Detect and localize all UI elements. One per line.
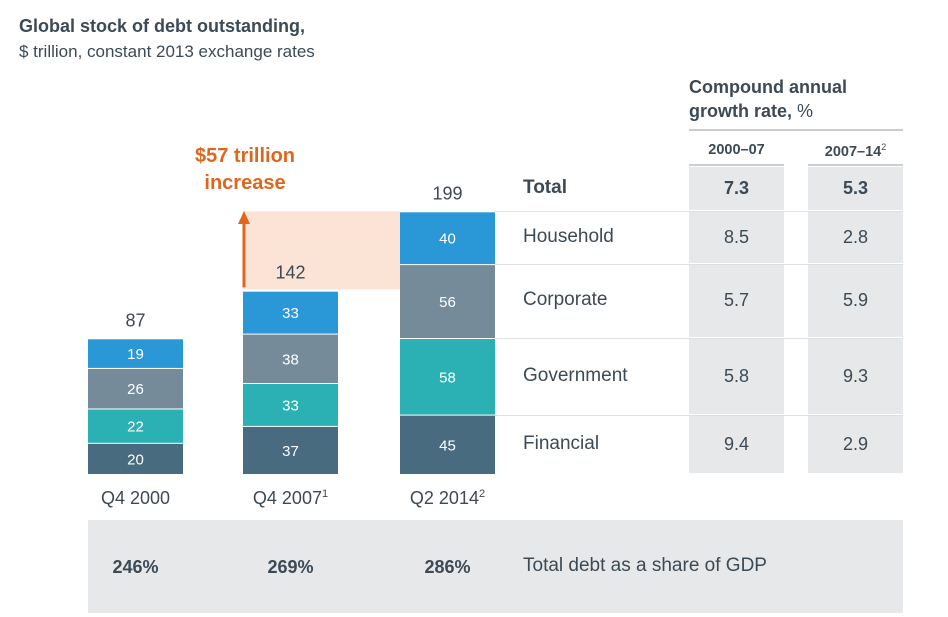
table-cell-bg xyxy=(808,167,903,210)
table-cell-bg xyxy=(808,339,903,414)
table-row-label-total: Total xyxy=(523,176,567,198)
table-cell-total-c2: 5.3 xyxy=(842,177,869,198)
bar-label-corporate-2: 56 xyxy=(439,294,456,311)
x-tick-label-0: Q4 2000 xyxy=(101,488,170,508)
col-header-2007-14-sup: 2 xyxy=(881,142,887,152)
x-tick-label-1: Q4 20071 xyxy=(253,488,328,508)
table-row-label-government: Government xyxy=(523,364,628,386)
col-header-2007-14-text: 2007–14 xyxy=(824,143,882,160)
col1-underline xyxy=(689,164,784,166)
chart-subtitle: $ trillion, constant 2013 exchange rates xyxy=(19,42,315,61)
table-cell-bg xyxy=(689,167,784,210)
row-separator xyxy=(495,211,903,212)
increase-line1: $57 trillion xyxy=(194,145,296,167)
bar-label-government-2: 58 xyxy=(439,369,456,386)
row-separator xyxy=(495,338,903,339)
row-separator xyxy=(495,264,903,265)
chart-title: Global stock of debt outstanding, xyxy=(19,16,305,36)
bar-household-0 xyxy=(88,339,183,368)
bar-financial-0 xyxy=(88,443,183,474)
total-label-2: 199 xyxy=(432,183,462,203)
table-cell-financial-c2: 2.9 xyxy=(842,433,869,454)
table-cell-total-c1: 7.3 xyxy=(723,177,750,198)
bar-government-2 xyxy=(400,339,495,415)
bar-financial-2 xyxy=(400,415,495,474)
table-row-label-financial: Financial xyxy=(523,432,600,454)
increase-arrow-head xyxy=(238,211,250,224)
bar-label-corporate-1: 38 xyxy=(282,351,299,368)
cagr-title-line1: Compound annual xyxy=(689,77,847,97)
bar-label-government-0: 22 xyxy=(127,419,144,436)
bar-label-financial-0: 20 xyxy=(127,451,144,468)
increase-annotation: $57 trillion increase xyxy=(150,143,340,197)
total-label-0: 87 xyxy=(125,310,145,330)
x-tick-label-2: Q2 20142 xyxy=(410,488,485,508)
increase-line2: increase xyxy=(204,172,286,194)
table-cell-government-c1: 5.8 xyxy=(723,365,750,386)
table-cell-financial-c1: 9.4 xyxy=(723,433,750,454)
table-cell-bg xyxy=(689,212,784,263)
cagr-title-unit: % xyxy=(797,101,814,121)
table-row-label-household: Household xyxy=(523,225,614,247)
bar-label-household-2: 40 xyxy=(439,231,456,248)
table-cell-government-c2: 9.3 xyxy=(842,365,869,386)
bar-household-2 xyxy=(400,212,495,265)
gdp-value-2014: 286% xyxy=(424,557,471,577)
bar-label-financial-1: 37 xyxy=(282,443,299,460)
total-label-1: 142 xyxy=(275,263,305,283)
bar-label-household-0: 19 xyxy=(127,346,144,363)
bar-household-1 xyxy=(243,291,338,334)
gdp-label: Total debt as a share of GDP xyxy=(523,555,767,576)
bar-corporate-0 xyxy=(88,368,183,409)
bar-label-corporate-0: 26 xyxy=(127,381,144,398)
table-cell-bg xyxy=(689,339,784,414)
table-cell-bg xyxy=(808,212,903,263)
gdp-value-2007: 269% xyxy=(267,557,314,577)
table-cell-corporate-c1: 5.7 xyxy=(723,290,750,310)
gdp-band xyxy=(88,520,903,613)
col2-underline xyxy=(808,164,903,166)
table-cell-household-c2: 2.8 xyxy=(842,226,869,247)
table-cell-bg xyxy=(689,265,784,337)
table-cell-bg xyxy=(808,416,903,473)
cagr-title-line2: growth rate, % xyxy=(689,99,847,123)
col-header-2007-14: 2007–142 xyxy=(808,142,903,160)
row-separator xyxy=(495,415,903,416)
table-cell-bg xyxy=(689,416,784,473)
bar-government-1 xyxy=(243,384,338,426)
bar-label-financial-2: 45 xyxy=(439,437,456,454)
bar-corporate-1 xyxy=(243,334,338,383)
cagr-title: Compound annual growth rate, % xyxy=(689,75,847,123)
bar-government-0 xyxy=(88,409,183,443)
cagr-title-text: growth rate, xyxy=(689,101,793,121)
table-cell-bg xyxy=(808,265,903,337)
gdp-value-2000: 246% xyxy=(112,557,159,577)
table-cell-household-c1: 8.5 xyxy=(723,226,750,247)
bar-corporate-2 xyxy=(400,265,495,339)
col-header-2000-07: 2000–07 xyxy=(708,142,765,158)
table-cell-corporate-c2: 5.9 xyxy=(842,290,869,310)
table-row-label-corporate: Corporate xyxy=(523,289,608,310)
bar-label-government-1: 33 xyxy=(282,397,299,414)
bar-financial-1 xyxy=(243,426,338,474)
increase-band xyxy=(243,211,400,290)
cagr-divider xyxy=(689,129,903,131)
bar-label-household-1: 33 xyxy=(282,305,299,322)
